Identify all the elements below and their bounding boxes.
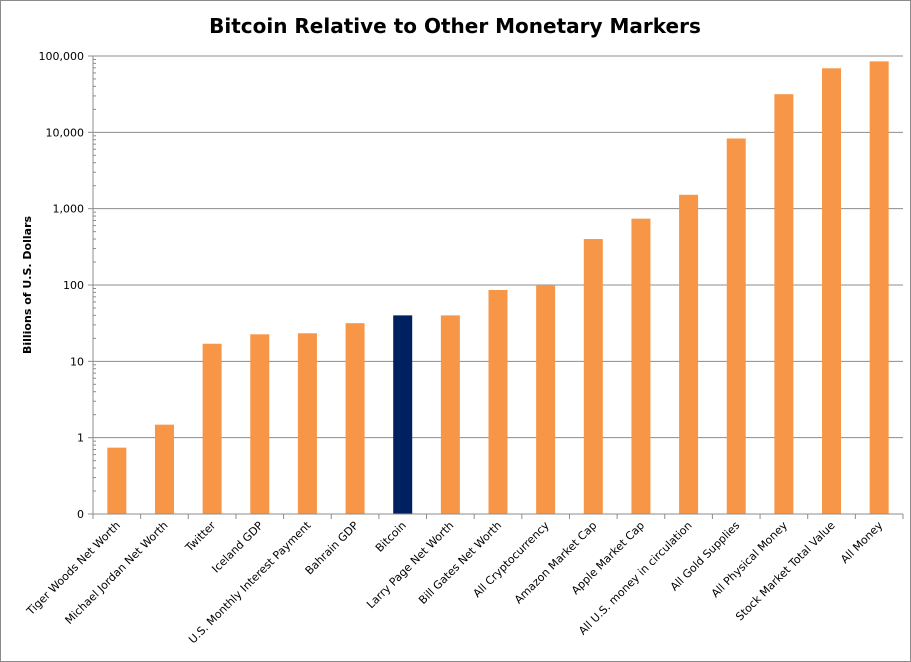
x-tick-label: Amazon Market Cap xyxy=(512,519,599,606)
bar xyxy=(583,239,603,514)
y-tick-label: 1 xyxy=(77,432,84,445)
bar xyxy=(154,424,174,514)
bar xyxy=(107,447,127,514)
bar xyxy=(774,94,794,514)
chart-title: Bitcoin Relative to Other Monetary Marke… xyxy=(209,14,701,38)
y-tick-label: 100,000 xyxy=(39,50,85,63)
bar xyxy=(536,285,556,514)
x-tick-label: Bitcoin xyxy=(373,519,409,555)
bar xyxy=(488,289,508,514)
x-tick-label: Twitter xyxy=(182,519,218,555)
y-tick-label: 10,000 xyxy=(46,126,85,139)
x-tick-label: Stock Market Total Value xyxy=(733,519,838,624)
bar xyxy=(869,61,889,514)
x-tick-label: Bill Gates Net Worth xyxy=(416,519,504,607)
bar xyxy=(250,334,270,514)
y-axis-label: Billions of U.S. Dollars xyxy=(21,216,34,355)
y-tick-label: 1,000 xyxy=(53,203,85,216)
bar xyxy=(297,333,317,514)
y-tick-label: 100 xyxy=(63,279,84,292)
bar xyxy=(393,315,413,514)
bar xyxy=(679,194,699,514)
bar xyxy=(345,323,365,514)
x-tick-label: Larry Page Net Worth xyxy=(364,519,456,611)
bar xyxy=(822,68,842,515)
x-tick-label: Michael Jordan Net Worth xyxy=(63,519,171,627)
bar xyxy=(631,218,651,514)
bar xyxy=(202,343,222,514)
y-tick-label: 10 xyxy=(70,355,84,368)
x-tick-label: Tiger Woods Net Worth xyxy=(23,519,122,618)
y-tick-label: 0 xyxy=(77,508,84,521)
bar xyxy=(726,138,746,514)
bar xyxy=(440,315,460,514)
x-tick-label: All Money xyxy=(838,519,885,566)
